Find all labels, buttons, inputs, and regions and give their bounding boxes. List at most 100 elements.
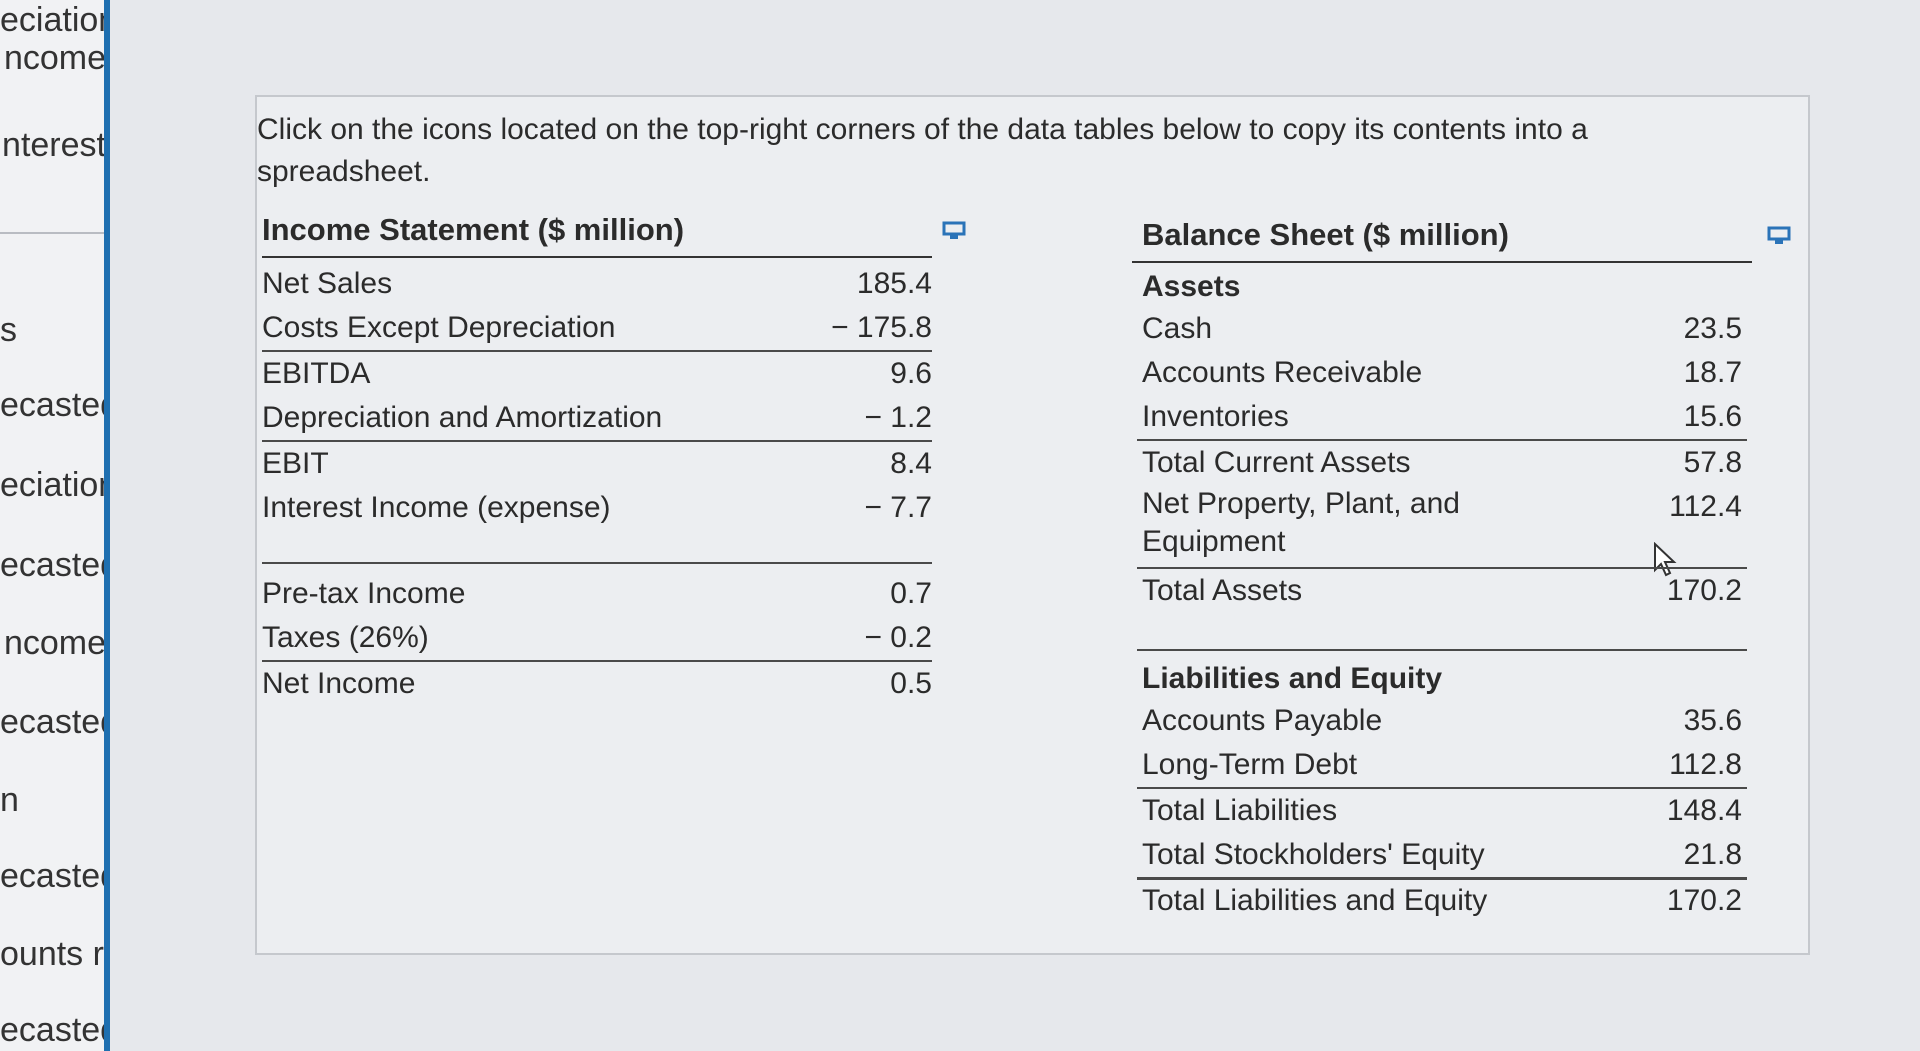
table-row: Costs Except Depreciation − 175.8 xyxy=(262,306,932,350)
table-row: Accounts Payable 35.6 xyxy=(1142,699,1742,743)
subtotal-rule xyxy=(262,350,932,352)
assets-header: Assets xyxy=(1142,265,1742,309)
row-value: 18.7 xyxy=(1683,356,1742,389)
sidebar-item[interactable]: n xyxy=(0,781,19,819)
title-rule xyxy=(1132,261,1752,263)
subtotal-rule xyxy=(1137,567,1747,569)
sidebar-item[interactable]: ecasted xyxy=(0,386,110,424)
data-panel: Click on the icons located on the top-ri… xyxy=(255,95,1810,955)
sidebar-item[interactable]: ecasted xyxy=(0,1011,110,1049)
row-label: Interest Income (expense) xyxy=(262,491,611,524)
row-label: Total Liabilities and Equity xyxy=(1142,884,1488,917)
row-label: Cash xyxy=(1142,312,1213,345)
table-row: Total Liabilities and Equity 170.2 xyxy=(1142,879,1742,923)
table-row: Pre-tax Income 0.7 xyxy=(262,572,932,616)
sidebar: eciation ncome nterest s ecasted eciatio… xyxy=(0,0,110,1051)
row-value: 185.4 xyxy=(856,267,932,300)
sidebar-item[interactable]: ecasted xyxy=(0,703,110,741)
income-statement-title: Income Statement ($ million) xyxy=(262,212,685,247)
sidebar-item[interactable]: ecasted xyxy=(0,857,110,895)
table-row: Taxes (26%) − 0.2 xyxy=(262,616,932,660)
row-value: 21.8 xyxy=(1683,838,1742,871)
balance-sheet-table: Balance Sheet ($ million) Assets Cash 23… xyxy=(1132,217,1791,917)
subtotal-rule xyxy=(262,440,932,442)
sidebar-item[interactable]: ncome xyxy=(3,624,106,662)
row-label: EBITDA xyxy=(262,357,371,390)
sidebar-item[interactable]: ounts rec xyxy=(0,935,104,973)
row-label: Accounts Payable xyxy=(1142,704,1383,737)
table-row: Cash 23.5 xyxy=(1142,307,1742,351)
table-row: Long-Term Debt 112.8 xyxy=(1142,743,1742,787)
row-label: Net Sales xyxy=(262,267,393,300)
row-label: Net Property, Plant, and Equipment xyxy=(1142,487,1460,558)
row-value: − 0.2 xyxy=(864,621,932,654)
section-rule xyxy=(1137,649,1747,651)
sidebar-item[interactable]: nterest xyxy=(2,126,106,164)
row-value: 112.8 xyxy=(1669,748,1742,781)
copy-icon[interactable] xyxy=(942,220,968,242)
table-row: Inventories 15.6 xyxy=(1142,395,1742,439)
subtotal-rule xyxy=(262,562,932,564)
row-label: Pre-tax Income xyxy=(262,577,466,610)
row-value: 170.2 xyxy=(1666,574,1742,607)
row-label: Accounts Receivable xyxy=(1142,356,1423,389)
subtotal-rule xyxy=(1137,877,1747,880)
sidebar-divider xyxy=(0,232,104,234)
row-label: Total Current Assets xyxy=(1142,446,1411,479)
row-value: 0.7 xyxy=(890,577,932,610)
row-value: 9.6 xyxy=(890,357,932,390)
table-row: Net Property, Plant, and Equipment 112.4 xyxy=(1142,485,1742,565)
table-row: Total Assets 170.2 xyxy=(1142,569,1742,613)
row-value: 35.6 xyxy=(1683,704,1742,737)
row-label: EBIT xyxy=(262,447,329,480)
table-row: Total Stockholders' Equity 21.8 xyxy=(1142,833,1742,877)
subtotal-rule xyxy=(1137,787,1747,789)
row-value: 0.5 xyxy=(890,667,932,700)
row-label: Total Liabilities xyxy=(1142,794,1338,827)
table-row: Total Current Assets 57.8 xyxy=(1142,441,1742,485)
liabilities-header: Liabilities and Equity xyxy=(1142,657,1742,701)
row-label: Net Income xyxy=(262,667,416,700)
table-row: Net Income 0.5 xyxy=(262,662,932,706)
subtotal-rule xyxy=(1137,439,1747,441)
table-row: Interest Income (expense) − 7.7 xyxy=(262,486,932,530)
row-label: Total Stockholders' Equity xyxy=(1142,838,1485,871)
row-value: 8.4 xyxy=(890,447,932,480)
mouse-cursor-icon xyxy=(1652,541,1678,578)
row-value: 15.6 xyxy=(1683,400,1742,433)
row-label: Taxes (26%) xyxy=(262,621,429,654)
row-value: 170.2 xyxy=(1666,884,1742,917)
row-label: Inventories xyxy=(1142,400,1289,433)
row-label: Costs Except Depreciation xyxy=(262,311,616,344)
instructions-text: Click on the icons located on the top-ri… xyxy=(257,113,1588,188)
sidebar-item[interactable]: eciation xyxy=(0,466,110,504)
section-label: Assets xyxy=(1142,270,1241,303)
sidebar-item[interactable]: ecasted xyxy=(0,546,110,584)
row-label: Depreciation and Amortization xyxy=(262,401,663,434)
sidebar-item[interactable]: eciation xyxy=(0,1,110,39)
row-label: Total Assets xyxy=(1142,574,1303,607)
row-label: Long-Term Debt xyxy=(1142,748,1358,781)
income-statement-table: Income Statement ($ million) Net Sales 1… xyxy=(262,212,966,732)
sidebar-item[interactable]: s xyxy=(0,311,17,349)
section-label: Liabilities and Equity xyxy=(1142,662,1443,695)
row-value: − 7.7 xyxy=(864,491,932,524)
row-value: 23.5 xyxy=(1683,312,1742,345)
row-value: 112.4 xyxy=(1669,490,1742,523)
table-row: EBITDA 9.6 xyxy=(262,352,932,396)
table-row: Depreciation and Amortization − 1.2 xyxy=(262,396,932,440)
row-value: 57.8 xyxy=(1683,446,1742,479)
title-rule xyxy=(262,256,932,258)
table-row: Accounts Receivable 18.7 xyxy=(1142,351,1742,395)
table-row: EBIT 8.4 xyxy=(262,442,932,486)
sidebar-item[interactable]: ncome xyxy=(3,39,106,77)
copy-icon[interactable] xyxy=(1767,225,1793,247)
table-row: Total Liabilities 148.4 xyxy=(1142,789,1742,833)
table-row: Net Sales 185.4 xyxy=(262,262,932,306)
subtotal-rule xyxy=(262,660,932,662)
row-value: 148.4 xyxy=(1666,794,1742,827)
balance-sheet-title: Balance Sheet ($ million) xyxy=(1142,217,1509,252)
row-value: − 1.2 xyxy=(864,401,932,434)
row-value: − 175.8 xyxy=(831,311,932,344)
